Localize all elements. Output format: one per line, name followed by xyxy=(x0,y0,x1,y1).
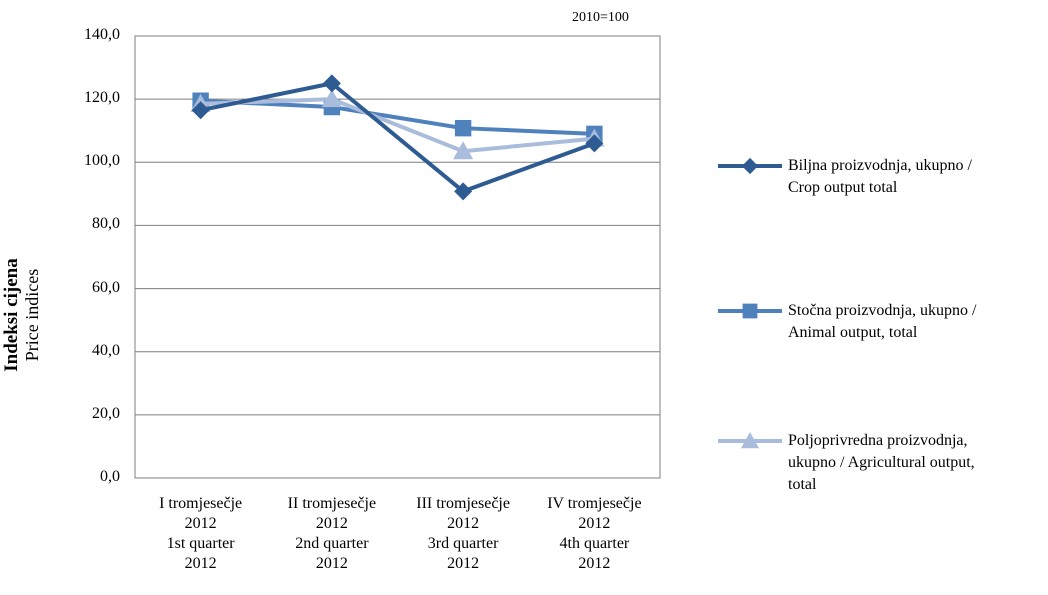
y-tick-label: 20,0 xyxy=(92,404,120,422)
x-category-line: IV tromjesečje xyxy=(547,495,642,512)
x-category-line: 2012 xyxy=(184,555,217,572)
data-point-diamond xyxy=(454,182,473,201)
x-category-line: 2012 xyxy=(315,555,348,572)
series-layer xyxy=(190,74,605,201)
data-point-diamond xyxy=(585,134,604,153)
y-tick-label: 140,0 xyxy=(84,26,120,43)
x-category-label: II tromjesečje 2012 2nd quarter 2012 xyxy=(262,494,402,574)
plot-border xyxy=(134,35,661,479)
x-category-line: II tromjesečje xyxy=(287,495,377,512)
x-category-line: I tromjesečje xyxy=(159,495,243,512)
legend-line: Animal output, total xyxy=(788,324,918,341)
legend-line: total xyxy=(788,476,817,493)
legend-line: ukupno / Agricultural output, xyxy=(788,454,975,471)
x-category-line: 2012 xyxy=(447,555,480,572)
data-point-diamond xyxy=(191,101,210,120)
series-line xyxy=(200,98,595,136)
plot-area xyxy=(134,35,661,479)
x-category-line: 2012 xyxy=(184,515,217,532)
y-tick-label: 40,0 xyxy=(92,341,120,359)
x-category-line: 2012 xyxy=(578,555,611,572)
series-0 xyxy=(191,74,604,201)
data-point-triangle xyxy=(321,89,342,108)
x-category-line: 1st quarter xyxy=(166,535,235,552)
y-tick-label: 60,0 xyxy=(92,278,120,296)
x-category-label: III tromjesečje 2012 3rd quarter 2012 xyxy=(393,494,533,574)
data-point-square xyxy=(454,119,472,137)
data-point-triangle xyxy=(741,432,759,449)
y-axis-title-bold: Indeksi cijena xyxy=(1,258,22,372)
x-category-line: 2012 xyxy=(578,515,611,532)
x-category-line: 3rd quarter xyxy=(427,535,499,552)
legend-symbols xyxy=(718,157,782,449)
legend-line: Poljoprivredna proizvodnja, xyxy=(788,432,968,449)
data-point-square xyxy=(742,303,758,319)
x-category-line: III tromjesečje xyxy=(416,495,510,512)
x-category-label: IV tromjesečje 2012 4th quarter 2012 xyxy=(524,494,664,574)
y-tick-label: 120,0 xyxy=(84,89,120,107)
data-point-triangle xyxy=(453,141,474,160)
base-year-note: 2010=100 xyxy=(572,10,629,25)
y-tick-label: 100,0 xyxy=(84,152,120,170)
legend-line: Stočna proizvodnja, ukupno / xyxy=(788,302,977,319)
y-tick-label: 80,0 xyxy=(92,215,120,233)
x-category-line: 2nd quarter xyxy=(295,535,369,552)
series-line xyxy=(200,97,595,154)
series-line xyxy=(200,81,596,194)
x-category-label: I tromjesečje 2012 1st quarter 2012 xyxy=(131,494,271,574)
x-category-line: 4th quarter xyxy=(559,535,630,552)
legend-label: Stočna proizvodnja, ukupno / Animal outp… xyxy=(788,300,1048,344)
y-tick-label: 0,0 xyxy=(100,468,120,485)
x-category-line: 2012 xyxy=(315,515,348,532)
legend-label: Poljoprivredna proizvodnja, ukupno / Agr… xyxy=(788,430,1048,496)
data-point-diamond xyxy=(741,157,759,175)
legend-label: Biljna proizvodnja, ukupno / Crop output… xyxy=(788,155,1048,199)
gridlines xyxy=(135,35,660,479)
legend-line: Crop output total xyxy=(788,179,898,196)
legend-line: Biljna proizvodnja, ukupno / xyxy=(788,157,972,174)
data-point-diamond xyxy=(322,74,341,93)
x-category-line: 2012 xyxy=(447,515,480,532)
